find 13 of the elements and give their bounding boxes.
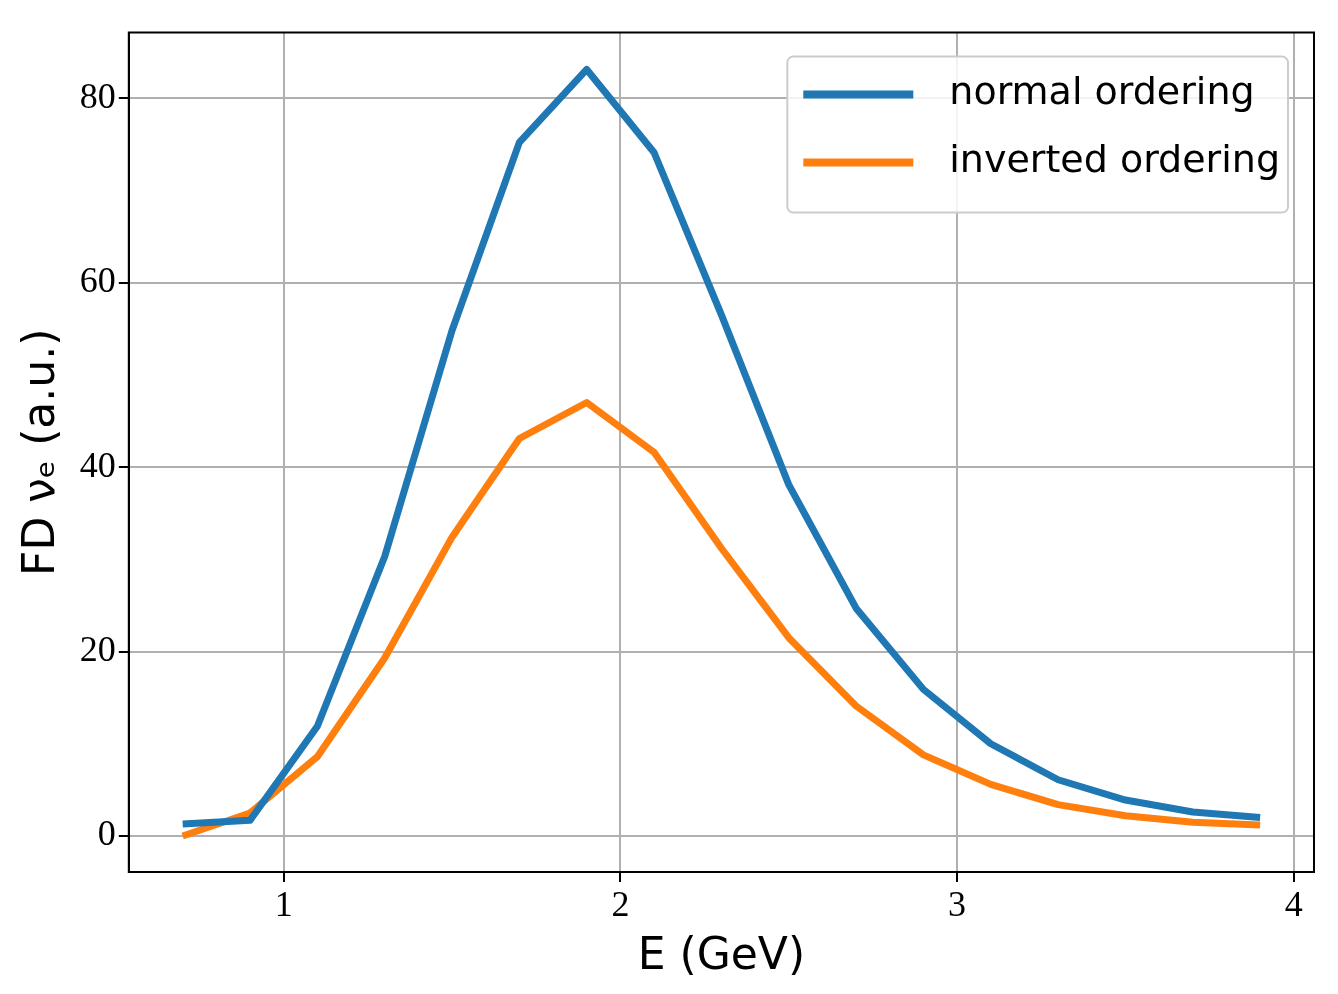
- legend-label: normal ordering: [949, 69, 1255, 114]
- x-tick-label: 2: [611, 884, 630, 925]
- y-axis-title: FD νₑ (a.u.): [12, 328, 64, 576]
- y-tick-label: 80: [79, 75, 116, 116]
- x-axis-title: E (GeV): [637, 928, 806, 980]
- y-tick-label: 60: [79, 260, 116, 301]
- x-tick-label: 4: [1284, 884, 1303, 925]
- x-tick-label: 1: [274, 884, 293, 925]
- y-tick-label: 40: [79, 444, 116, 485]
- y-tick-label: 0: [97, 813, 116, 854]
- x-tick-label: 3: [948, 884, 967, 925]
- legend-label: inverted ordering: [949, 137, 1280, 182]
- y-tick-label: 20: [79, 629, 116, 669]
